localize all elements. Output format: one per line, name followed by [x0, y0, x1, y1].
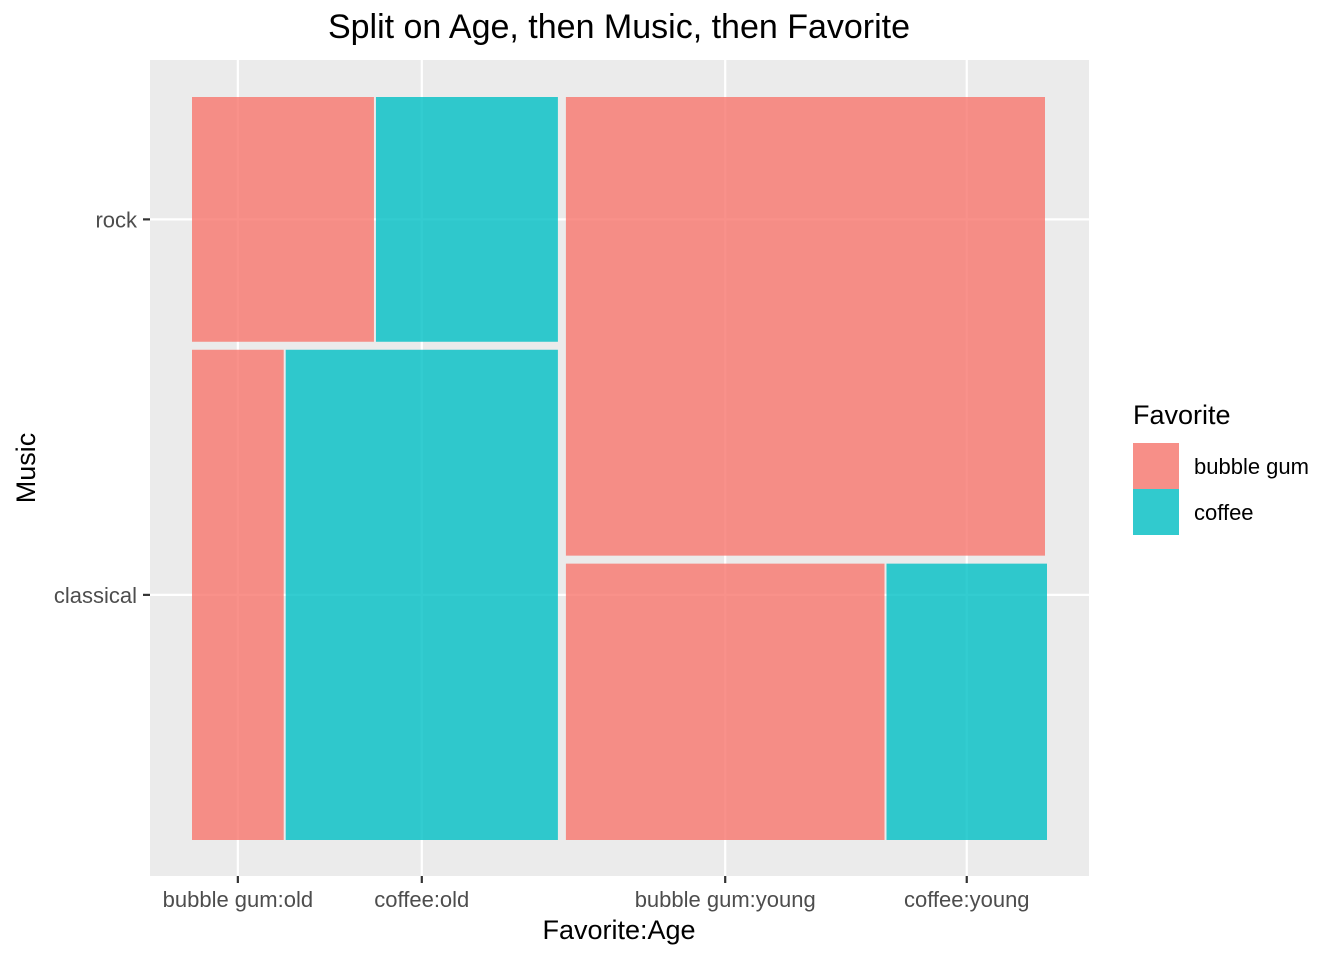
legend-label: bubble gum	[1194, 454, 1309, 479]
x-tick-label: coffee:old	[374, 887, 469, 912]
y-axis: classical rock	[54, 207, 150, 608]
legend-key-coffee	[1133, 489, 1179, 535]
y-tick-label: classical	[54, 583, 137, 608]
x-axis-title: Favorite:Age	[542, 915, 695, 945]
mosaic-cells	[192, 97, 1047, 840]
y-tick-label: rock	[95, 207, 138, 232]
cell-bubble-gum-old-rock	[192, 97, 374, 342]
cell-coffee-old-classical	[285, 349, 558, 840]
cell-coffee-young-classical	[886, 563, 1047, 840]
cell-bubble-gum-young-classical	[565, 563, 885, 840]
legend-title: Favorite	[1133, 400, 1231, 430]
x-tick-label: bubble gum:old	[163, 887, 313, 912]
y-axis-title: Music	[11, 433, 41, 504]
legend-key-bubble-gum	[1133, 443, 1179, 489]
legend-label: coffee	[1194, 500, 1254, 525]
cell-coffee-old-rock	[375, 97, 558, 342]
legend: Favorite bubble gum coffee	[1133, 400, 1309, 535]
cell-bubble-gum-old-classical	[192, 349, 284, 840]
cell-bubble-gum-young-rock	[565, 97, 1045, 556]
x-tick-label: coffee:young	[904, 887, 1030, 912]
x-tick-label: bubble gum:young	[635, 887, 816, 912]
chart-title: Split on Age, then Music, then Favorite	[328, 8, 910, 46]
x-axis: bubble gum:old coffee:old bubble gum:young…	[163, 876, 1030, 912]
